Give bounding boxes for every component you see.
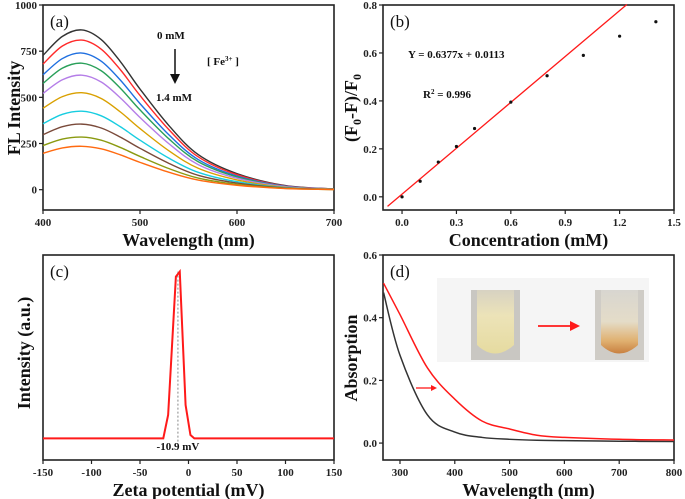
x-axis-title: Concentration (mM) [449, 230, 608, 251]
fl-curve-6 [42, 91, 335, 190]
x-tick-label: 800 [666, 467, 683, 479]
y-tick-label: 1000 [15, 0, 38, 12]
data-point [472, 126, 477, 131]
fl-curve-10 [42, 145, 335, 191]
panel-label: (c) [50, 262, 69, 281]
fl-curve-5 [42, 74, 335, 190]
x-tick-label: -150 [33, 467, 54, 479]
y-tick-label: 0.2 [363, 375, 377, 387]
x-tick-label: 400 [447, 467, 464, 479]
y-tick-label: 0.4 [363, 96, 377, 108]
panel-a: 400 500 600 700 0 250 500 750 1000 Wavelength (nm… [4, 0, 343, 251]
x-tick-label: 150 [326, 467, 343, 479]
fl-curve-3 [42, 52, 335, 190]
arrow-right-icon [431, 385, 437, 391]
fl-curve-1 [42, 29, 335, 190]
plot-frame [42, 4, 335, 211]
plot-frame [382, 254, 675, 461]
fl-curve-7 [42, 110, 335, 191]
label-1.4mM: 1.4 mM [156, 92, 193, 104]
y-tick-label: 0.4 [363, 313, 377, 325]
absorption-curve-2 [382, 282, 675, 441]
x-tick-label: 500 [501, 467, 518, 479]
x-tick-label: 50 [232, 467, 244, 479]
r-squared: R2 = 0.996 [423, 88, 471, 101]
y-tick-label: 0.8 [363, 0, 377, 12]
y-tick-label: 0.6 [363, 48, 377, 60]
fl-curve-4 [42, 62, 335, 190]
data-point [436, 160, 440, 164]
data-point [400, 195, 404, 199]
x-tick-label: -50 [133, 467, 148, 479]
data-point [581, 53, 585, 57]
x-tick-label: 300 [392, 467, 409, 479]
y-tick-label: 0.0 [363, 438, 377, 450]
arrow-right-icon [570, 321, 580, 331]
panel-label: (b) [390, 12, 410, 31]
y-tick-label: 0.2 [363, 144, 377, 156]
x-axis-title: Wavelength (nm) [122, 230, 255, 251]
y-axis-title: Absorption [341, 314, 361, 401]
y-tick-label: 0.0 [363, 192, 377, 204]
data-point [509, 100, 513, 104]
data-point [418, 179, 422, 183]
y-tick-label: 750 [21, 46, 38, 58]
y-tick-label: 0.6 [363, 250, 377, 262]
x-tick-label: 700 [326, 217, 343, 229]
x-tick-label: 500 [132, 217, 149, 229]
plot-frame [382, 4, 675, 211]
data-point [454, 144, 459, 149]
y-axis-title: FL Intensity [4, 61, 24, 156]
fe-label: [ Fe3+ ] [207, 55, 239, 68]
x-tick-label: 700 [611, 467, 628, 479]
x-axis-title: Zeta potential (mV) [113, 480, 265, 499]
y-axis-title: Intensity (a.u.) [14, 297, 35, 410]
x-tick-label: 1.5 [667, 217, 681, 229]
x-tick-label: 0 [186, 467, 192, 479]
x-tick-label: 100 [277, 467, 294, 479]
panel-c: -150 -100 -50 0 50 100 150 Zeta potential (mV) (… [14, 254, 343, 499]
panel-label: (d) [390, 262, 410, 281]
x-tick-label: 600 [556, 467, 573, 479]
fl-curve-2 [42, 39, 335, 190]
panel-d: 300 400 500 600 700 800 0.0 0.2 0.4 0.6 Wavelength… [341, 250, 683, 499]
y-tick-label: 250 [21, 139, 38, 151]
panel-b: 0.0 0.3 0.6 0.9 1.2 1.5 0.0 0.2 0.4 0.6 0.8 Concent… [341, 0, 681, 251]
fl-curve-8 [42, 123, 335, 191]
zeta-curve [43, 268, 334, 440]
label-0mM: 0 mM [157, 30, 185, 42]
x-tick-label: 0.6 [504, 217, 518, 229]
y-axis-title: (F0-F)/F0 [341, 74, 364, 142]
y-tick-label: 0 [32, 185, 38, 197]
x-tick-label: 0.3 [450, 217, 464, 229]
data-point [545, 74, 549, 78]
arrow-down-icon [170, 74, 180, 84]
data-point [654, 20, 658, 24]
fit-equation: Y = 0.6377x + 0.0113 [408, 49, 505, 61]
x-tick-label: 600 [229, 217, 246, 229]
panel-label: (a) [50, 12, 69, 31]
x-tick-label: 0.9 [558, 217, 572, 229]
fit-line [387, 4, 628, 207]
x-tick-label: 0.0 [395, 217, 409, 229]
x-tick-label: -100 [81, 467, 102, 479]
data-point [618, 34, 622, 38]
x-axis-title: Wavelength (nm) [462, 480, 595, 499]
absorption-curve-1 [382, 292, 675, 443]
peak-label: -10.9 mV [157, 441, 200, 453]
x-tick-label: 400 [35, 217, 52, 229]
y-tick-label: 500 [21, 92, 38, 104]
x-tick-label: 1.2 [613, 217, 627, 229]
